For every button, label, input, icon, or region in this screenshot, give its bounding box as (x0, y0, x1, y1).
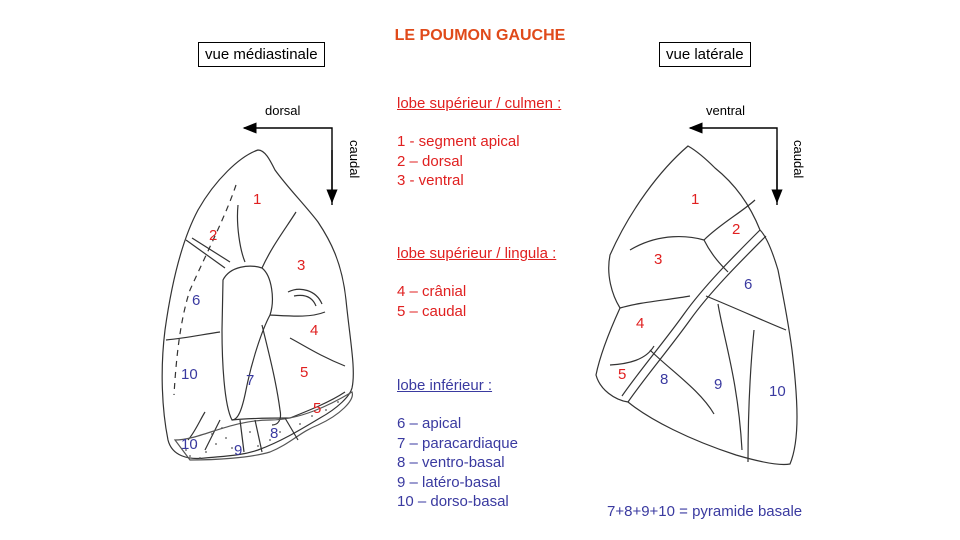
legend-inferior: lobe inférieur : 6 – apical 7 – paracard… (397, 377, 637, 512)
right-lung-lateral (595, 145, 798, 466)
left-dir-caudal: caudal (347, 140, 362, 179)
legend-item: 7 – paracardiaque (397, 434, 518, 452)
right-seg-3: 3 (654, 251, 663, 268)
right-seg-4: 4 (636, 315, 645, 332)
left-seg-8: 8 (270, 425, 279, 442)
right-orientation-arrows (688, 122, 783, 205)
legend-item: 8 – ventro-basal (397, 454, 505, 471)
right-seg-2: 2 (732, 221, 741, 238)
left-seg-3: 3 (297, 257, 306, 274)
legend-inferior-heading: lobe inférieur : (397, 377, 493, 394)
right-seg-5: 5 (618, 366, 627, 383)
right-dir-ventral: ventral (706, 103, 746, 118)
right-seg-10: 10 (769, 383, 786, 400)
legend-item: 6 – apical (397, 415, 462, 432)
left-lung-dots (185, 401, 339, 459)
legend-culmen-heading: lobe supérieur / culmen : (397, 95, 562, 112)
left-view-label: vue médiastinale (198, 42, 325, 67)
right-seg-9: 9 (714, 376, 723, 393)
left-seg-10a: 10 (181, 366, 198, 383)
legend-item: 1 - segment apical (397, 133, 520, 150)
right-seg-8: 8 (660, 371, 669, 388)
legend-item: 10 – dorso-basal (397, 493, 509, 510)
page-title: LE POUMON GAUCHE (394, 27, 566, 44)
left-seg-4: 4 (310, 322, 319, 339)
legend-item: 3 - ventral (397, 172, 464, 189)
right-dir-caudal: caudal (791, 140, 806, 179)
right-seg-1: 1 (691, 191, 700, 208)
legend-lingula-heading: lobe supérieur / lingula : (397, 245, 557, 262)
left-seg-9: 9 (234, 442, 243, 459)
left-lung-mediastinal (161, 149, 354, 461)
legend-item: 9 – latéro-basal (397, 473, 501, 491)
left-seg-10b: 10 (181, 436, 198, 453)
left-seg-7: 7 (246, 372, 255, 389)
left-seg-5b: 5 (313, 400, 322, 417)
legend-item: 2 – dorsal (397, 152, 463, 170)
legend-item: 4 – crânial (397, 283, 467, 300)
left-seg-2: 2 (209, 227, 218, 244)
footer-note: 7+8+9+10 = pyramide basale (607, 503, 803, 520)
left-orientation-arrows (242, 122, 338, 205)
left-seg-1: 1 (253, 191, 262, 208)
legend-lingula: lobe supérieur / lingula : 4 – crânial 5… (397, 245, 637, 321)
right-view-label: vue latérale (659, 42, 751, 67)
left-dir-dorsal: dorsal (265, 103, 301, 118)
left-seg-6: 6 (192, 292, 201, 309)
legend-culmen: lobe supérieur / culmen : 1 - segment ap… (397, 95, 637, 191)
left-seg-5a: 5 (300, 364, 309, 381)
right-seg-6: 6 (744, 276, 753, 293)
legend-item: 5 – caudal (397, 302, 467, 320)
